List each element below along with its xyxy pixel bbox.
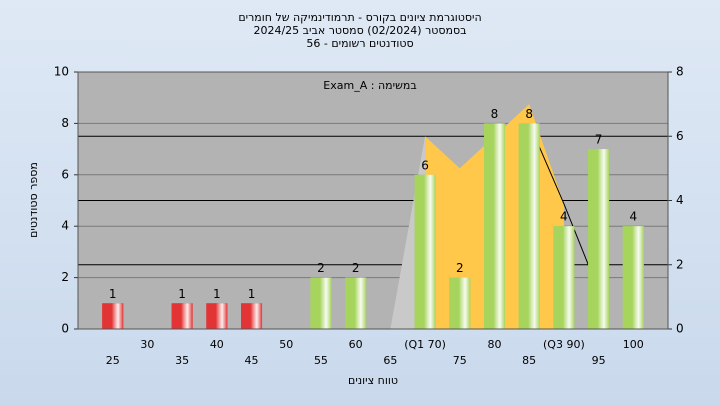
data-label: 1 <box>109 287 117 301</box>
bar-shine <box>518 123 540 330</box>
x-tick-label: 35 <box>175 354 189 367</box>
x-tick-label: 95 <box>592 354 606 367</box>
bar-shine <box>171 303 193 329</box>
x-axis-label: טווח ציונים <box>348 374 398 387</box>
bar-shine <box>345 277 367 329</box>
y-tick-label: 2 <box>61 270 69 284</box>
x-tick-label: 40 <box>210 338 224 351</box>
x-tick-label: 65 <box>383 354 397 367</box>
data-label: 8 <box>525 107 533 121</box>
data-label: 1 <box>213 287 221 301</box>
bar-shine <box>553 226 575 329</box>
bar-shine <box>206 303 228 329</box>
x-tick-label: (Q3 90) <box>543 338 585 351</box>
data-label: 4 <box>560 210 568 224</box>
data-label: 7 <box>595 133 603 147</box>
data-label: 1 <box>178 287 186 301</box>
bar-shine <box>241 303 263 329</box>
data-label: 2 <box>352 261 360 275</box>
title-line: בסמסטר (02/2024) סמסטר אביב 2024/25 <box>253 24 466 37</box>
x-tick-label: 30 <box>140 338 154 351</box>
y2-tick-label: 2 <box>676 257 684 271</box>
y-tick-label: 10 <box>54 65 69 79</box>
y-tick-label: 6 <box>61 167 69 181</box>
x-tick-label: 55 <box>314 354 328 367</box>
y-tick-label: 8 <box>61 116 69 130</box>
bar-shine <box>622 226 644 329</box>
plot-border <box>77 71 669 330</box>
y-axis-label: מספר סטודנטים <box>27 162 40 238</box>
data-label: 8 <box>491 107 499 121</box>
line <box>528 123 600 291</box>
x-tick-label: 25 <box>106 354 120 367</box>
x-tick-label: (Q1 70) <box>404 338 446 351</box>
data-label: 2 <box>317 261 325 275</box>
bar-shine <box>449 277 471 329</box>
annotation: במשימה : Exam_A <box>323 79 416 92</box>
x-tick-label: 100 <box>623 338 644 351</box>
y2-tick-label: 0 <box>676 322 684 336</box>
x-tick-label: 80 <box>487 338 501 351</box>
y2-tick-label: 6 <box>676 129 684 143</box>
data-label: 6 <box>421 158 429 172</box>
bar-shine <box>102 303 124 329</box>
title-line: סטודנטים רשומים - 56 <box>306 37 413 50</box>
x-tick-label: 45 <box>245 354 259 367</box>
x-tick-label: 75 <box>453 354 467 367</box>
data-label: 2 <box>456 261 464 275</box>
x-tick-label: 50 <box>279 338 293 351</box>
y2-tick-label: 4 <box>676 193 684 207</box>
plot-layer: 1 1 1 1 2 2 6 2 8 8 4 7 4 <box>74 71 672 330</box>
bar-shine <box>483 123 505 330</box>
x-tick-label: 60 <box>349 338 363 351</box>
bar-shine <box>310 277 332 329</box>
data-label: 4 <box>629 210 637 224</box>
data-label: 1 <box>248 287 256 301</box>
y2-tick-label: 8 <box>676 65 684 79</box>
y-tick-label: 0 <box>61 322 69 336</box>
bar-shine <box>414 174 436 329</box>
bar-shine <box>588 149 610 329</box>
x-tick-label: 85 <box>522 354 536 367</box>
y-tick-label: 4 <box>61 219 69 233</box>
title-line: היסטוגרמת ציונים בקורס - תרמודינמיקה של … <box>238 11 481 24</box>
